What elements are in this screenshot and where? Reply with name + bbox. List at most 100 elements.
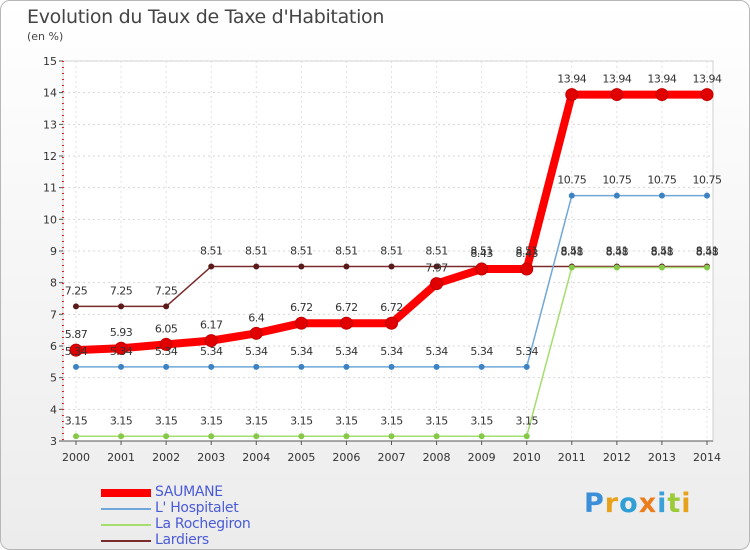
- data-label-la-rochegiron: 3.15: [110, 414, 133, 427]
- data-point-saumane: [114, 341, 128, 355]
- data-label-lardiers: 8.51: [290, 245, 313, 258]
- data-label-saumane: 6.72: [335, 301, 358, 314]
- data-point-la-rochegiron: [208, 433, 215, 440]
- y-tick-label: 6: [50, 340, 57, 353]
- data-label-l-hospitalet: 10.75: [557, 174, 586, 187]
- data-label-saumane: 13.94: [557, 73, 586, 86]
- data-label-la-rochegiron: 3.15: [65, 414, 88, 427]
- data-point-la-rochegiron: [343, 433, 350, 440]
- y-tick-label: 13: [43, 118, 57, 131]
- data-point-l-hospitalet: [388, 363, 395, 370]
- data-label-saumane: 8.43: [470, 247, 493, 260]
- data-point-l-hospitalet: [253, 363, 260, 370]
- brand-letter: o: [619, 488, 639, 519]
- legend-label-rochegiron: La Rochegiron: [155, 516, 251, 532]
- data-label-saumane: 6.05: [155, 322, 178, 335]
- data-label-lardiers: 8.51: [561, 245, 584, 258]
- data-point-saumane: [69, 343, 83, 357]
- data-label-la-rochegiron: 8.48: [561, 245, 584, 258]
- data-label-l-hospitalet: 5.34: [425, 345, 448, 358]
- data-label-l-hospitalet: 5.34: [515, 345, 538, 358]
- data-labels: 7.25 7.25 7.25 8.51 8.51 8.51 8.51 8.51 8.51 8.51…: [65, 73, 723, 428]
- brand-letter: r: [604, 488, 620, 519]
- data-point-saumane: [565, 88, 579, 102]
- brand-letter: t: [667, 488, 682, 519]
- data-label-la-rochegiron: 3.15: [470, 414, 493, 427]
- x-tick-label: 2010: [513, 451, 541, 464]
- legend-swatch-saumane: [101, 489, 151, 497]
- chart-unit-label: (en %): [27, 30, 64, 43]
- x-tick-label: 2001: [107, 451, 135, 464]
- legend-swatch-rochegiron: [101, 524, 151, 526]
- x-tick-label: 2003: [197, 451, 225, 464]
- data-point-lardiers: [253, 263, 260, 270]
- data-label-lardiers: 8.51: [470, 245, 493, 258]
- x-tick-label: 2011: [558, 451, 586, 464]
- data-point-lardiers: [73, 303, 79, 310]
- data-label-lardiers: 8.51: [380, 245, 403, 258]
- data-label-l-hospitalet: 5.34: [470, 345, 493, 358]
- data-label-lardiers: 8.51: [245, 245, 268, 258]
- data-point-la-rochegiron: [163, 433, 170, 440]
- data-point-l-hospitalet: [568, 192, 575, 199]
- data-label-la-rochegiron: 3.15: [515, 414, 538, 427]
- data-label-saumane: 8.43: [515, 247, 538, 260]
- data-label-lardiers: 8.51: [335, 245, 358, 258]
- data-label-saumane: 6.72: [380, 301, 403, 314]
- data-label-l-hospitalet: 5.34: [335, 345, 358, 358]
- data-point-l-hospitalet: [433, 363, 440, 370]
- data-label-l-hospitalet: 10.75: [693, 174, 722, 187]
- data-point-l-hospitalet: [298, 363, 305, 370]
- data-label-lardiers: 7.25: [110, 284, 133, 297]
- data-point-saumane: [610, 88, 624, 102]
- data-point-l-hospitalet: [163, 363, 170, 370]
- data-point-la-rochegiron: [253, 433, 260, 440]
- data-point-saumane: [339, 316, 353, 330]
- data-point-saumane: [385, 316, 398, 330]
- data-label-la-rochegiron: 3.15: [245, 414, 268, 427]
- data-label-saumane: 6.17: [200, 319, 223, 332]
- data-label-saumane: 5.93: [110, 326, 133, 339]
- data-label-l-hospitalet: 10.75: [602, 174, 631, 187]
- gridlines: [63, 60, 713, 442]
- data-label-lardiers: 8.51: [515, 245, 538, 258]
- data-label-lardiers: 8.51: [606, 245, 629, 258]
- brand-logo: Proxiti: [584, 488, 692, 519]
- data-label-l-hospitalet: 5.34: [155, 345, 178, 358]
- data-point-saumane: [475, 262, 489, 276]
- data-label-lardiers: 8.51: [696, 245, 719, 258]
- y-tick-label: 5: [50, 372, 57, 385]
- data-point-lardiers: [433, 263, 440, 270]
- x-tick-label: 2005: [287, 451, 315, 464]
- data-point-la-rochegiron: [704, 264, 710, 271]
- y-tick-label: 8: [50, 277, 57, 290]
- y-tick-label: 4: [50, 403, 57, 416]
- data-point-saumane: [249, 326, 263, 340]
- data-point-la-rochegiron: [118, 433, 125, 440]
- data-point-saumane: [520, 262, 534, 276]
- data-label-la-rochegiron: 3.15: [335, 414, 358, 427]
- y-tick-label: 3: [50, 435, 57, 448]
- y-tick-label: 15: [43, 55, 57, 68]
- data-label-saumane: 5.87: [65, 328, 88, 341]
- data-label-lardiers: 7.25: [65, 284, 88, 297]
- data-label-l-hospitalet: 10.75: [647, 174, 676, 187]
- legend-swatch-hospitalet: [101, 508, 151, 510]
- legend-item-rochegiron: La Rochegiron: [101, 516, 321, 533]
- brand-letter: x: [638, 488, 658, 519]
- data-label-la-rochegiron: 8.48: [606, 245, 629, 258]
- x-tick-label: 2004: [242, 451, 270, 464]
- data-point-la-rochegiron: [298, 433, 305, 440]
- data-point-saumane: [294, 316, 308, 330]
- data-point-saumane: [204, 334, 218, 348]
- data-label-l-hospitalet: 5.34: [380, 345, 403, 358]
- data-label-saumane: 13.94: [693, 73, 722, 86]
- x-tick-label: 2014: [693, 451, 721, 464]
- x-tick-label: 2008: [423, 451, 451, 464]
- x-tick-label: 2000: [62, 451, 90, 464]
- data-point-saumane: [159, 337, 173, 351]
- brand-letter: P: [584, 488, 605, 519]
- data-point-l-hospitalet: [118, 363, 125, 370]
- data-label-lardiers: 8.51: [200, 245, 223, 258]
